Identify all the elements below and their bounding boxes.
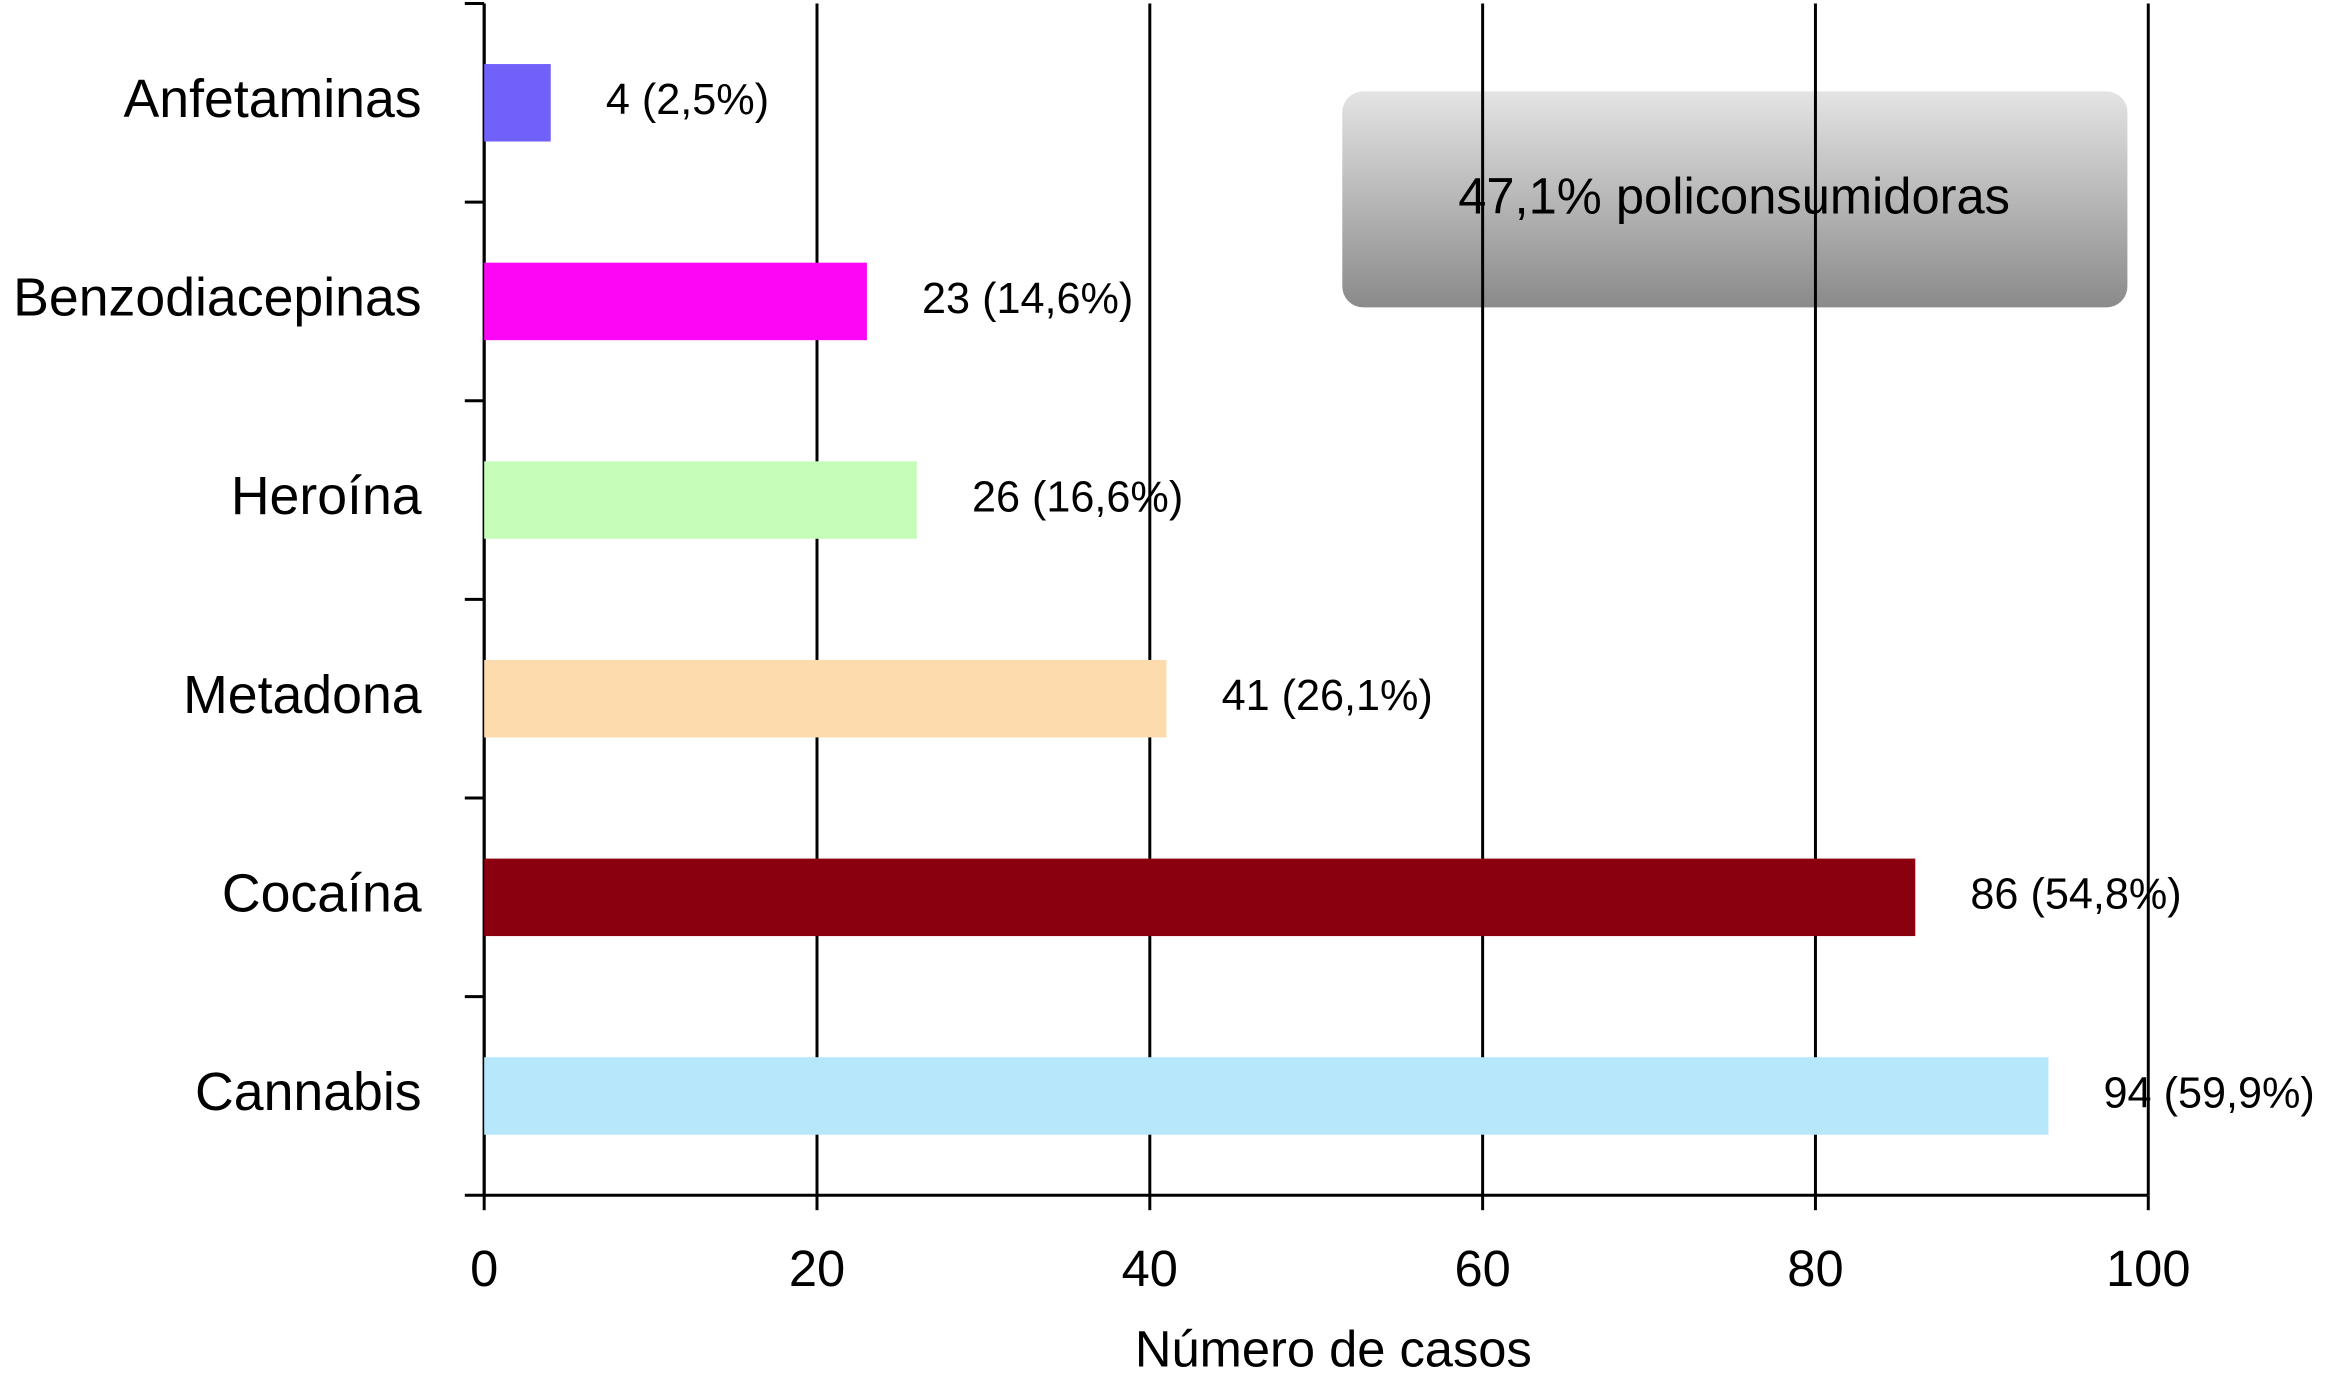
value-label: 23 (14,6%): [922, 275, 1133, 323]
bar: [484, 461, 917, 539]
x-tick-label: 20: [789, 1240, 845, 1297]
x-tick-label: 40: [1122, 1240, 1178, 1297]
bar: [484, 659, 1167, 738]
y-tick-label: Heroína: [231, 466, 422, 526]
bar: [484, 64, 551, 142]
annotation: 47,1% policonsumidoras: [1458, 167, 2010, 224]
x-tick-label: 60: [1454, 1240, 1510, 1297]
x-tick-label: 80: [1787, 1240, 1843, 1297]
x-tick-label: 100: [2106, 1240, 2191, 1297]
y-tick-label: Cocaína: [222, 864, 422, 924]
x-tick-label: 0: [470, 1240, 498, 1297]
y-tick-label: Metadona: [183, 665, 422, 725]
annotation-box: [1342, 91, 2128, 308]
y-tick-label: Anfetaminas: [124, 69, 422, 129]
y-tick-label: Benzodiacepinas: [13, 268, 421, 328]
bar: [484, 262, 867, 341]
y-tick-label: Cannabis: [195, 1062, 422, 1122]
x-axis-label: Número de casos: [1135, 1321, 1532, 1378]
value-label: 94 (59,9%): [2104, 1069, 2315, 1117]
bar: [484, 1057, 2049, 1135]
value-label: 26 (16,6%): [972, 473, 1183, 521]
value-label: 4 (2,5%): [606, 76, 769, 124]
bar: [484, 858, 1916, 937]
value-label: 41 (26,1%): [1222, 672, 1433, 720]
value-label: 86 (54,8%): [1970, 871, 2181, 919]
